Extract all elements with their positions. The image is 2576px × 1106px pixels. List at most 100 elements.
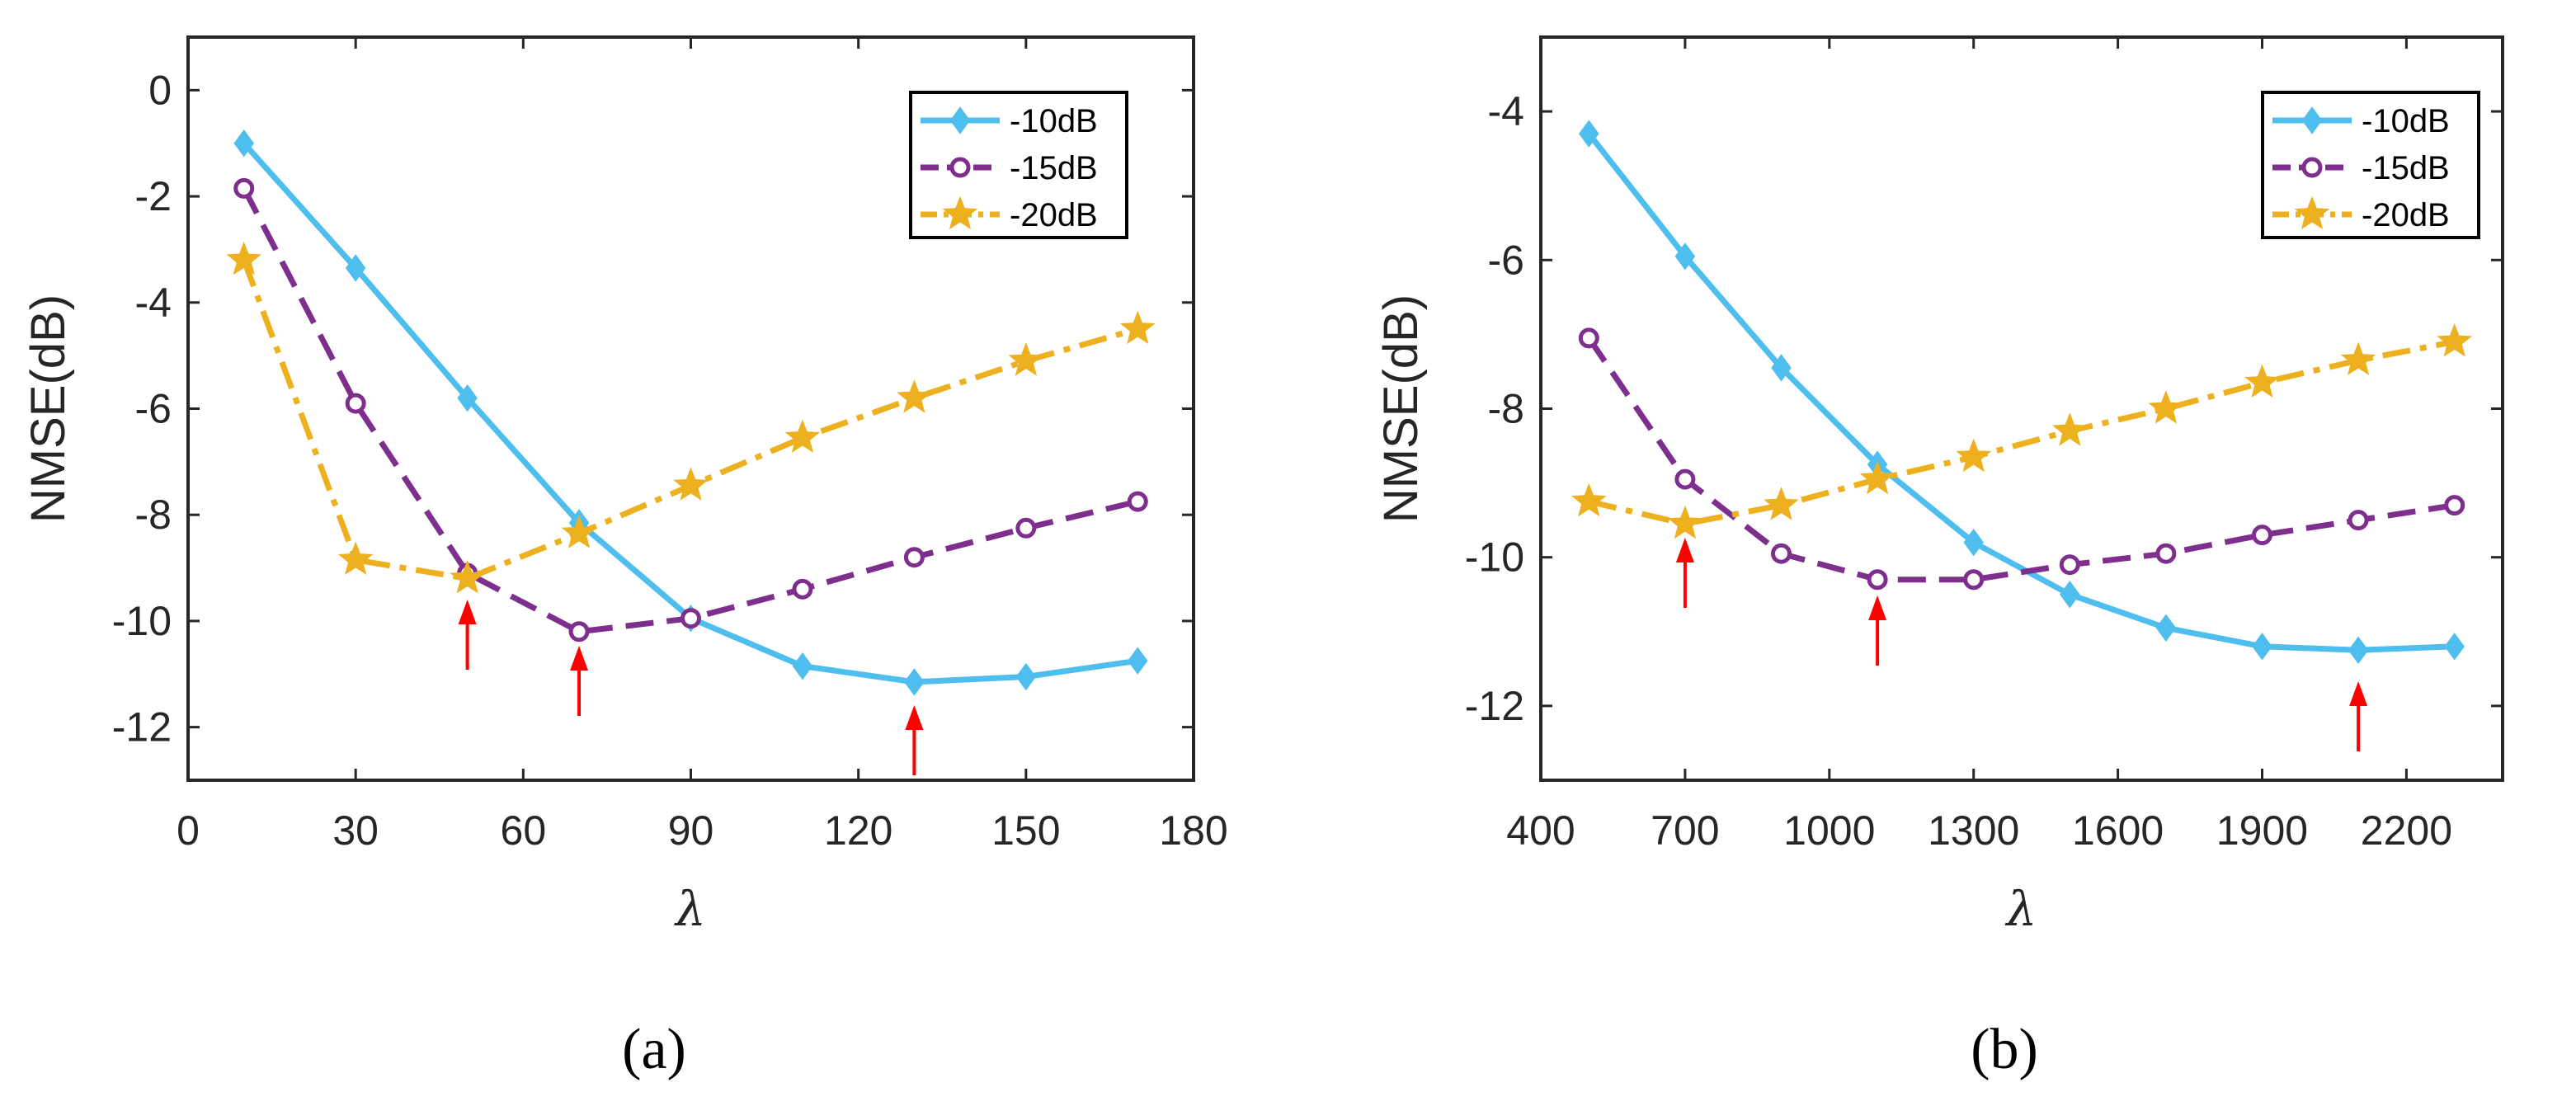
data-point-a bbox=[568, 621, 590, 642]
y-tick-label-a: -6 bbox=[135, 386, 172, 432]
data-point-b bbox=[2060, 581, 2080, 609]
data-point-b bbox=[1579, 120, 1599, 148]
data-point-b bbox=[2148, 390, 2184, 424]
data-point-a bbox=[792, 578, 813, 600]
data-point-b bbox=[2437, 323, 2473, 357]
x-tick-label-b: 1300 bbox=[1928, 807, 2019, 854]
x-tick-label-a: 0 bbox=[177, 807, 200, 854]
data-point-a bbox=[1127, 491, 1148, 512]
legend-marker-a bbox=[942, 195, 978, 230]
data-point-a bbox=[337, 541, 374, 576]
caption-a: (a) bbox=[622, 1018, 686, 1081]
legend-label-a: -20dB bbox=[1010, 197, 1098, 233]
y-axis-label-b: NMSE(dB) bbox=[1374, 294, 1428, 523]
data-point-b bbox=[2244, 364, 2280, 398]
data-point-b bbox=[2051, 412, 2088, 446]
series-b-minus20dB bbox=[1571, 323, 2473, 539]
data-point-b bbox=[1674, 242, 1696, 271]
chart-panel-b: 400 700 1000 1300 1600 1900 2200 -4 -6 -8 -10 -12 λ N… bbox=[1374, 35, 2504, 1081]
legend-marker-a bbox=[949, 106, 971, 134]
x-tick-label-a: 180 bbox=[1159, 807, 1227, 854]
legend-marker-b bbox=[2294, 195, 2330, 230]
data-point-b bbox=[2155, 614, 2177, 642]
data-point-a bbox=[233, 177, 255, 199]
data-point-a bbox=[903, 547, 925, 568]
data-point-b bbox=[2348, 636, 2369, 665]
data-point-b bbox=[1771, 354, 1792, 382]
x-tick-label-b: 400 bbox=[1506, 807, 1575, 854]
legend-marker-b bbox=[2301, 106, 2323, 134]
data-point-a bbox=[345, 393, 366, 414]
x-tick-label-b: 1600 bbox=[2072, 807, 2164, 854]
data-point-b bbox=[1674, 468, 1696, 490]
data-point-b bbox=[1963, 528, 1984, 557]
data-point-a bbox=[680, 608, 701, 629]
data-point-a bbox=[457, 384, 478, 412]
data-point-a bbox=[450, 560, 485, 594]
data-point-b bbox=[2252, 525, 2272, 546]
caption-b: (b) bbox=[1971, 1018, 2038, 1081]
x-tick-label-a: 90 bbox=[668, 807, 714, 854]
series-a-minus20dB bbox=[226, 241, 1156, 594]
arrow-head-a bbox=[458, 600, 477, 624]
data-point-a bbox=[673, 467, 709, 501]
y-tick-label-b: -12 bbox=[1465, 683, 1524, 729]
legend-a: -10dB -15dB -20dB bbox=[909, 91, 1128, 239]
series-line-b bbox=[1586, 336, 2456, 583]
arrow-head-b bbox=[1675, 538, 1694, 562]
arrow-head-b bbox=[1868, 595, 1887, 620]
data-point-a bbox=[904, 668, 925, 696]
x-tick-label-b: 1900 bbox=[2216, 807, 2308, 854]
arrow-head-a bbox=[570, 646, 589, 671]
y-tick-label-a: 0 bbox=[148, 67, 172, 113]
data-point-a bbox=[1015, 662, 1037, 691]
x-tick-label-b: 2200 bbox=[2361, 807, 2452, 854]
legend-label-b: -15dB bbox=[2362, 150, 2450, 186]
y-tick-label-b: -6 bbox=[1488, 237, 1524, 283]
y-tick-label-b: -8 bbox=[1488, 386, 1524, 432]
data-point-a bbox=[1008, 342, 1044, 376]
chart-panel-a: 0 30 60 90 120 150 180 0 -2 -4 -6 -8 -10 -12 λ NMSE(dB)… bbox=[21, 35, 1228, 1081]
data-point-b bbox=[1963, 569, 1985, 591]
y-tick-label-a: -4 bbox=[135, 280, 172, 326]
data-point-b bbox=[2444, 633, 2465, 661]
x-tick-label-b: 700 bbox=[1651, 807, 1719, 854]
y-tick-label-b: -10 bbox=[1465, 534, 1524, 581]
x-tick-label-a: 150 bbox=[991, 807, 1060, 854]
y-tick-label-b: -4 bbox=[1488, 88, 1524, 134]
legend-label-a: -15dB bbox=[1010, 150, 1098, 186]
data-point-a bbox=[1119, 310, 1156, 345]
y-axis-label-a: NMSE(dB) bbox=[21, 294, 75, 523]
series-b-minus10dB bbox=[1579, 120, 2465, 665]
data-point-a bbox=[1015, 517, 1037, 539]
data-point-b bbox=[2155, 543, 2177, 564]
series-line-b bbox=[1586, 131, 2455, 653]
x-tick-label-a: 30 bbox=[332, 807, 379, 854]
x-axis-label-b: λ bbox=[2005, 881, 2037, 937]
x-tick-label-a: 60 bbox=[501, 807, 547, 854]
data-point-b bbox=[1859, 460, 1896, 495]
data-point-a bbox=[561, 515, 597, 548]
data-point-a bbox=[233, 129, 254, 158]
data-point-a bbox=[792, 652, 813, 680]
data-point-b bbox=[1571, 482, 1607, 517]
data-point-b bbox=[1771, 543, 1792, 564]
x-tick-label-a: 120 bbox=[824, 807, 892, 854]
legend-label-a: -10dB bbox=[1010, 103, 1098, 139]
data-point-b bbox=[2444, 495, 2465, 516]
y-tick-label-a: -2 bbox=[135, 173, 172, 219]
data-point-a bbox=[1128, 647, 1148, 675]
series-line-a bbox=[241, 259, 1139, 581]
data-point-a bbox=[784, 419, 821, 454]
x-tick-label-b: 1000 bbox=[1783, 807, 1875, 854]
data-point-b bbox=[2252, 633, 2272, 661]
legend-label-b: -20dB bbox=[2362, 197, 2450, 233]
series-line-b bbox=[1588, 338, 2456, 527]
data-point-b bbox=[1867, 569, 1888, 591]
y-tick-label-a: -12 bbox=[112, 704, 172, 751]
data-point-b bbox=[2348, 510, 2369, 531]
arrow-head-a bbox=[905, 705, 924, 730]
data-point-b bbox=[1578, 327, 1599, 349]
legend-label-b: -10dB bbox=[2362, 103, 2450, 139]
